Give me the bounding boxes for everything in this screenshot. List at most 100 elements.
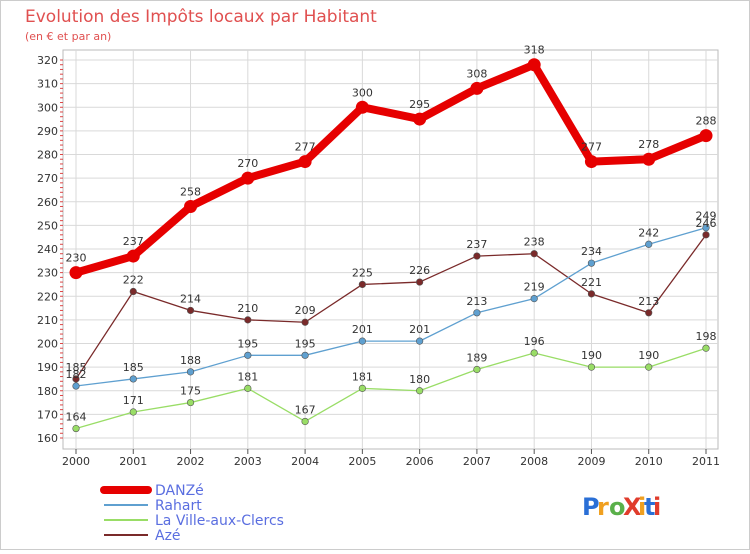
axes: 160 170 180 190 200 210 220 230 240 250 260 270 280 2… xyxy=(37,54,720,468)
data-label: 189 xyxy=(466,351,487,364)
data-point xyxy=(301,351,309,359)
data-point xyxy=(186,368,195,376)
data-point xyxy=(413,112,427,126)
data-label: 288 xyxy=(696,115,717,128)
y-tick-label: 240 xyxy=(37,243,58,256)
x-tick-label: 2010 xyxy=(635,455,663,468)
data-label: 318 xyxy=(524,44,545,57)
data-point xyxy=(358,280,366,289)
data-label: 230 xyxy=(66,252,87,265)
data-point xyxy=(129,287,137,296)
data-label: 190 xyxy=(581,349,602,362)
data-label: 225 xyxy=(352,266,373,279)
data-point xyxy=(587,259,596,267)
data-label: 209 xyxy=(295,304,316,317)
y-tick-label: 310 xyxy=(37,78,58,91)
data-label: 270 xyxy=(237,157,258,170)
x-tick-label: 2006 xyxy=(406,455,434,468)
x-tick-label: 2003 xyxy=(234,455,262,468)
data-label: 175 xyxy=(180,385,201,398)
data-point xyxy=(587,363,596,371)
data-point xyxy=(186,306,195,315)
data-point xyxy=(473,365,481,374)
y-tick-label: 290 xyxy=(37,125,58,138)
data-point xyxy=(473,252,481,260)
legend-label: DANZé xyxy=(155,483,204,499)
legend-label: Rahart xyxy=(155,498,202,514)
y-tick-label: 270 xyxy=(37,172,58,185)
y-tick-label: 260 xyxy=(37,196,58,209)
x-tick-label: 2002 xyxy=(177,455,205,468)
data-point xyxy=(244,316,252,324)
data-label: 249 xyxy=(696,210,717,223)
y-tick-label: 200 xyxy=(37,338,58,351)
data-point xyxy=(241,171,255,185)
data-point xyxy=(244,351,252,359)
data-label: 308 xyxy=(466,67,487,80)
y-tick-label: 210 xyxy=(37,314,58,327)
logo-letter: i xyxy=(638,493,646,521)
y-tick-label: 180 xyxy=(37,385,58,398)
y-tick-label: 170 xyxy=(37,408,58,421)
data-point xyxy=(587,290,596,298)
x-tick-label: 2008 xyxy=(520,455,548,468)
data-point xyxy=(355,100,369,114)
x-tick-label: 2001 xyxy=(119,455,147,468)
x-tick-label: 2007 xyxy=(463,455,491,468)
data-label: 201 xyxy=(352,323,373,336)
logo-letter: r xyxy=(597,493,609,521)
data-point xyxy=(470,81,484,95)
data-label: 219 xyxy=(524,281,545,294)
data-point xyxy=(702,224,710,232)
data-point xyxy=(129,375,137,383)
data-point xyxy=(416,387,424,395)
data-label: 213 xyxy=(466,295,487,308)
x-tick-label: 2005 xyxy=(348,455,376,468)
data-point xyxy=(72,382,80,390)
series-line-1 xyxy=(72,60,710,277)
data-label: 277 xyxy=(295,141,316,154)
data-point xyxy=(358,337,366,345)
data-label: 242 xyxy=(638,226,659,239)
data-label: 188 xyxy=(180,354,201,367)
data-label: 234 xyxy=(581,245,602,258)
data-point xyxy=(72,375,80,383)
data-label: 195 xyxy=(295,337,316,350)
data-label: 198 xyxy=(696,330,717,343)
data-label: 180 xyxy=(409,373,430,386)
x-tick-label: 2004 xyxy=(291,455,319,468)
series xyxy=(69,58,713,433)
data-label: 210 xyxy=(237,302,258,315)
data-label: 222 xyxy=(123,274,144,287)
logo-letter: i xyxy=(653,493,661,521)
data-point xyxy=(584,155,598,169)
data-label: 185 xyxy=(66,361,87,374)
data-label: 214 xyxy=(180,292,201,305)
y-tick-label: 230 xyxy=(37,267,58,280)
data-point xyxy=(699,129,713,143)
data-point xyxy=(702,231,710,239)
legend-label: La Ville-aux-Clercs xyxy=(155,513,284,529)
data-point xyxy=(645,309,653,317)
data-point xyxy=(645,240,653,248)
data-label: 167 xyxy=(295,403,316,416)
series-line-3 xyxy=(75,347,707,430)
x-tick-label: 2000 xyxy=(62,455,90,468)
data-label: 182 xyxy=(66,368,87,381)
data-label: 226 xyxy=(409,264,430,277)
data-point xyxy=(527,58,541,72)
data-label: 185 xyxy=(123,361,144,374)
chart-subtitle: (en € et par an) xyxy=(25,30,111,43)
data-label: 221 xyxy=(581,276,602,289)
data-label: 196 xyxy=(524,335,545,348)
logo-letter: t xyxy=(644,493,655,521)
series-line-2 xyxy=(75,227,707,387)
y-tick-label: 320 xyxy=(37,54,58,67)
data-label: 181 xyxy=(237,370,258,383)
data-point xyxy=(301,417,309,426)
logo-letter: P xyxy=(582,493,600,521)
